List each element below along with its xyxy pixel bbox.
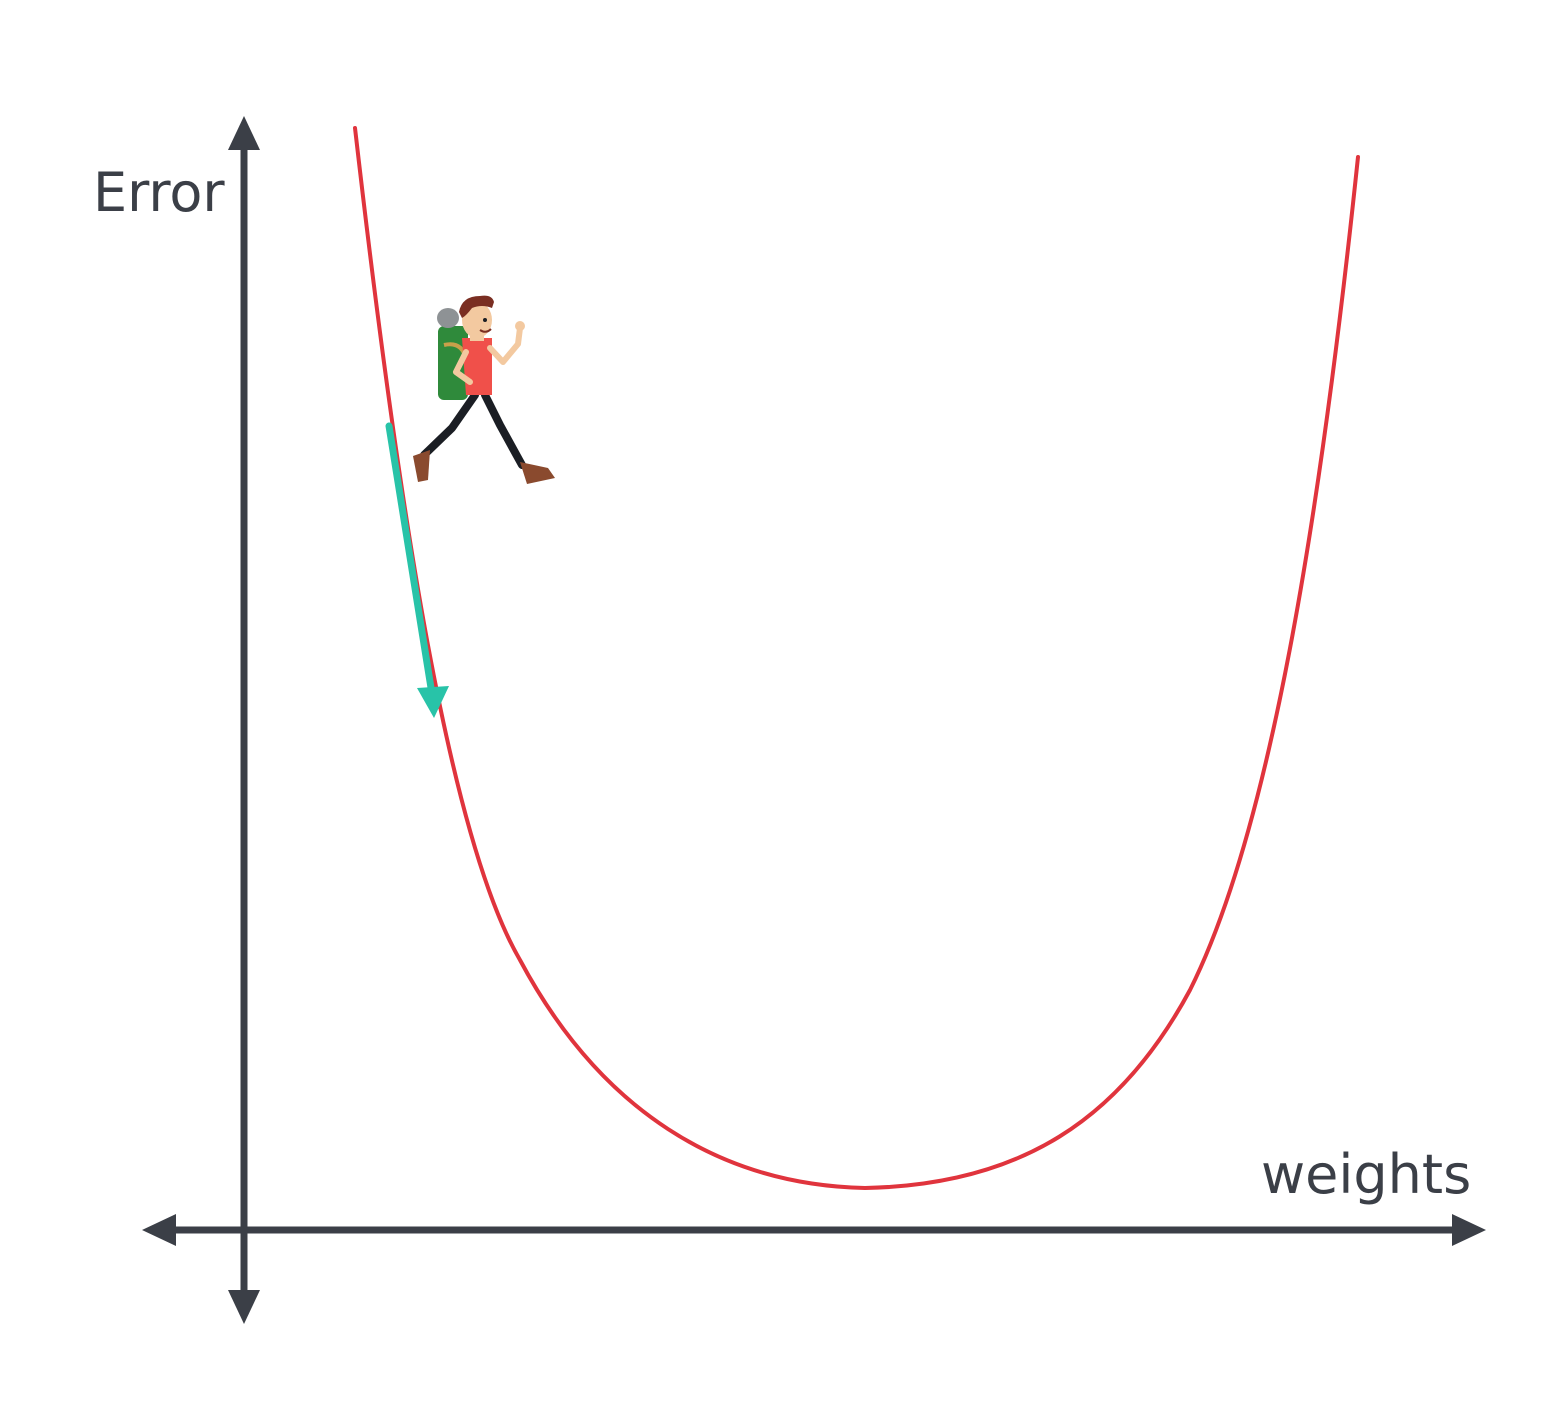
x-axis-right-arrowhead xyxy=(1452,1214,1486,1246)
hiker-icon xyxy=(413,295,555,484)
y-axis-up-arrowhead xyxy=(228,116,260,150)
x-axis-left-arrowhead xyxy=(142,1214,176,1246)
y-axis-down-arrowhead xyxy=(228,1290,260,1324)
error-curve xyxy=(353,126,1360,1191)
x-axis xyxy=(142,1214,1486,1246)
y-axis-label: Error xyxy=(93,161,225,224)
y-axis xyxy=(228,116,260,1324)
gradient-descent-arrow xyxy=(385,422,449,718)
x-axis-label: weights xyxy=(1261,1143,1472,1206)
